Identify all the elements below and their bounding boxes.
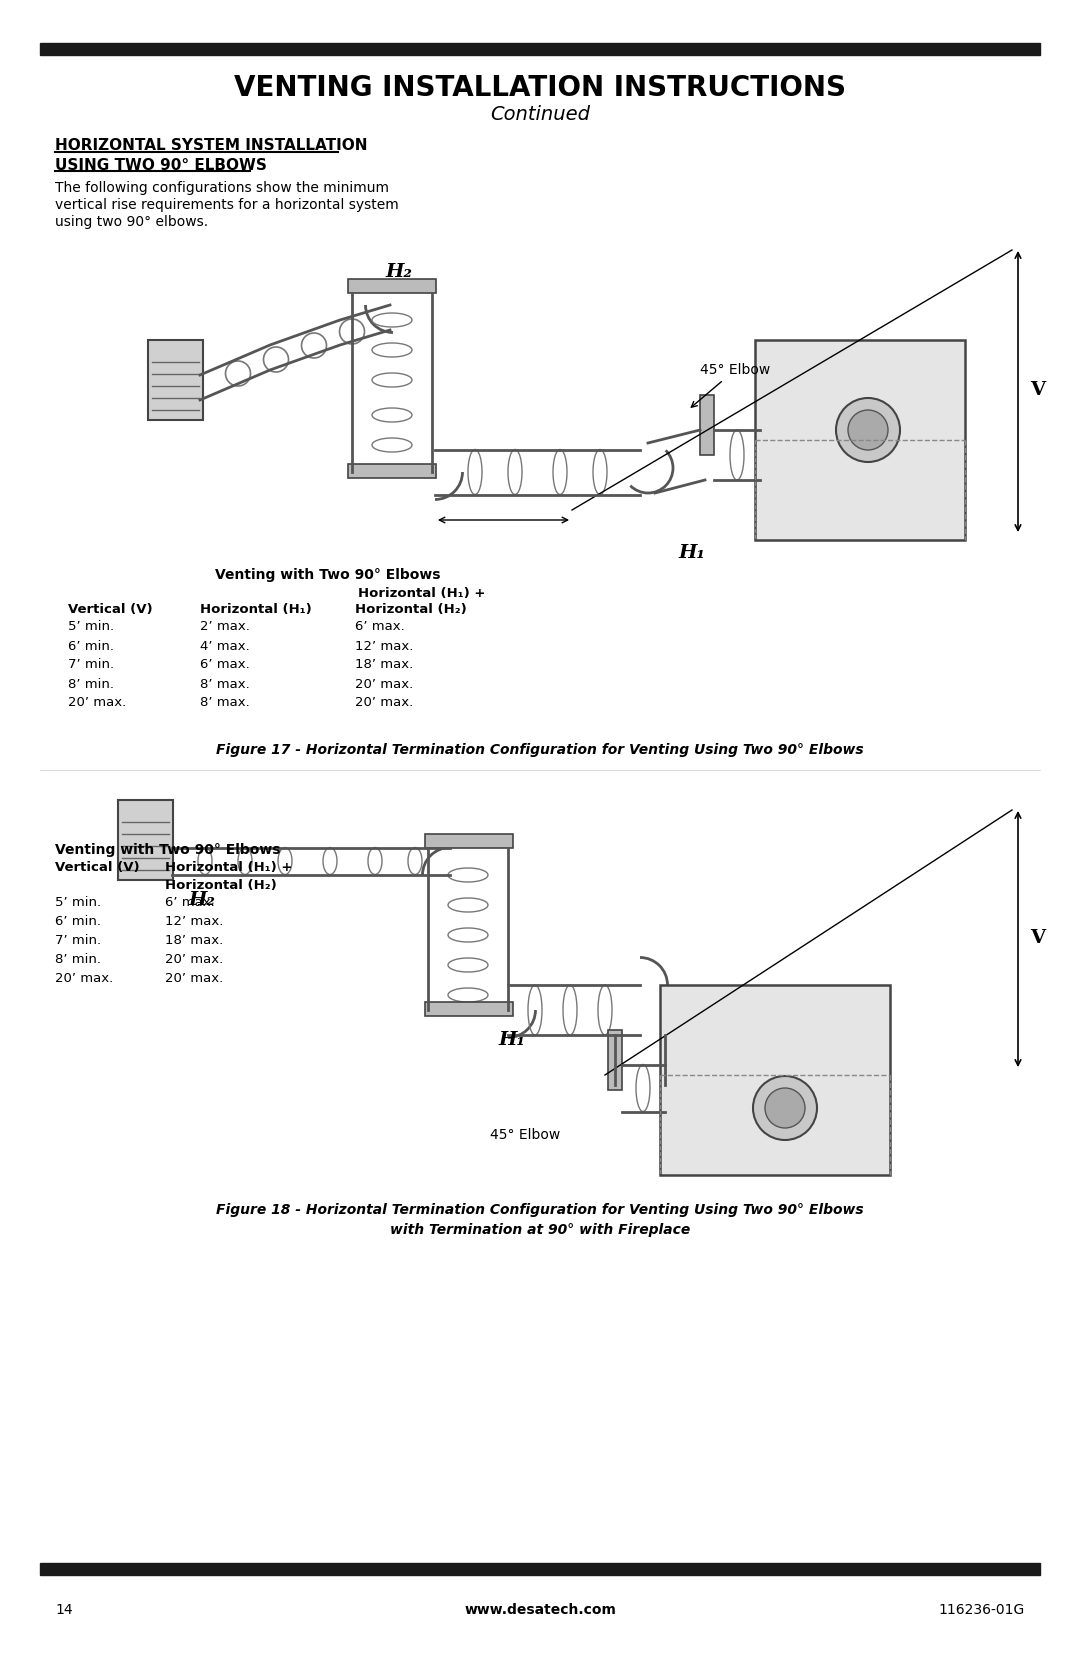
Bar [755, 340, 966, 541]
Circle shape [753, 1077, 816, 1140]
Bar [40, 43, 1040, 55]
Text: 8’ max.: 8’ max. [200, 678, 249, 691]
Text: Continued: Continued [490, 105, 590, 125]
Text: Horizontal (H₁): Horizontal (H₁) [200, 604, 312, 616]
Text: Vertical (V): Vertical (V) [68, 604, 152, 616]
Bar [348, 279, 436, 294]
Circle shape [765, 1088, 805, 1128]
Circle shape [836, 397, 900, 462]
Text: Horizontal (H₂): Horizontal (H₂) [355, 604, 467, 616]
Text: 6’ min.: 6’ min. [55, 915, 102, 928]
Text: 8’ max.: 8’ max. [200, 696, 249, 709]
Text: 5’ min.: 5’ min. [55, 896, 102, 908]
Text: Figure 18 - Horizontal Termination Configuration for Venting Using Two 90° Elbow: Figure 18 - Horizontal Termination Confi… [216, 1203, 864, 1217]
Bar [40, 1562, 1040, 1576]
Text: Venting with Two 90° Elbows: Venting with Two 90° Elbows [55, 843, 281, 856]
Text: 12’ max.: 12’ max. [165, 915, 224, 928]
Bar [608, 1030, 622, 1090]
Text: The following configurations show the minimum: The following configurations show the mi… [55, 180, 389, 195]
Text: VENTING INSTALLATION INSTRUCTIONS: VENTING INSTALLATION INSTRUCTIONS [234, 73, 846, 102]
Bar [426, 1001, 513, 1016]
Text: Vertical (V): Vertical (V) [55, 861, 139, 875]
Text: H₁: H₁ [678, 544, 705, 562]
Text: 7’ min.: 7’ min. [68, 659, 114, 671]
Bar [660, 985, 890, 1175]
Text: 12’ max.: 12’ max. [355, 639, 414, 653]
Text: H₂: H₂ [384, 264, 411, 280]
Text: using two 90° elbows.: using two 90° elbows. [55, 215, 208, 229]
Text: 45° Elbow: 45° Elbow [490, 1128, 561, 1142]
Text: 20’ max.: 20’ max. [165, 953, 224, 965]
Text: 6’ max.: 6’ max. [200, 659, 249, 671]
Text: H₁: H₁ [498, 1031, 525, 1050]
Text: vertical rise requirements for a horizontal system: vertical rise requirements for a horizon… [55, 199, 399, 212]
Text: Horizontal (H₁) +: Horizontal (H₁) + [357, 586, 485, 599]
Bar [700, 396, 714, 456]
Bar [426, 834, 513, 848]
Text: 8’ min.: 8’ min. [68, 678, 114, 691]
Text: 20’ max.: 20’ max. [165, 971, 224, 985]
Text: Figure 17 - Horizontal Termination Configuration for Venting Using Two 90° Elbow: Figure 17 - Horizontal Termination Confi… [216, 743, 864, 758]
Text: 116236-01G: 116236-01G [939, 1602, 1025, 1617]
Text: USING TWO 90° ELBOWS: USING TWO 90° ELBOWS [55, 157, 267, 172]
Text: H₂: H₂ [188, 891, 215, 910]
Bar [148, 340, 203, 421]
Text: 20’ max.: 20’ max. [55, 971, 113, 985]
Text: 4’ max.: 4’ max. [200, 639, 249, 653]
Text: 6’ min.: 6’ min. [68, 639, 114, 653]
Text: V: V [1030, 381, 1045, 399]
Text: 45° Elbow: 45° Elbow [691, 362, 770, 407]
Text: HORIZONTAL SYSTEM INSTALLATION: HORIZONTAL SYSTEM INSTALLATION [55, 139, 373, 154]
Text: 2’ max.: 2’ max. [200, 621, 249, 634]
Text: 8’ min.: 8’ min. [55, 953, 102, 965]
Text: 7’ min.: 7’ min. [55, 933, 102, 946]
Text: Horizontal (H₁) +: Horizontal (H₁) + [165, 861, 293, 875]
Text: Venting with Two 90° Elbows: Venting with Two 90° Elbows [215, 567, 441, 582]
Text: 20’ max.: 20’ max. [355, 696, 414, 709]
Bar [348, 464, 436, 477]
Text: 18’ max.: 18’ max. [165, 933, 224, 946]
Bar [118, 799, 173, 880]
Text: 20’ max.: 20’ max. [68, 696, 126, 709]
Text: 6’ max.: 6’ max. [165, 896, 215, 908]
Text: 18’ max.: 18’ max. [355, 659, 414, 671]
Text: 6’ max.: 6’ max. [355, 621, 405, 634]
Text: 14: 14 [55, 1602, 72, 1617]
Text: www.desatech.com: www.desatech.com [464, 1602, 616, 1617]
Text: 20’ max.: 20’ max. [355, 678, 414, 691]
Text: Horizontal (H₂): Horizontal (H₂) [165, 878, 276, 891]
Text: 5’ min.: 5’ min. [68, 621, 114, 634]
Text: with Termination at 90° with Fireplace: with Termination at 90° with Fireplace [390, 1223, 690, 1237]
Circle shape [848, 411, 888, 451]
Text: V: V [1030, 930, 1045, 946]
